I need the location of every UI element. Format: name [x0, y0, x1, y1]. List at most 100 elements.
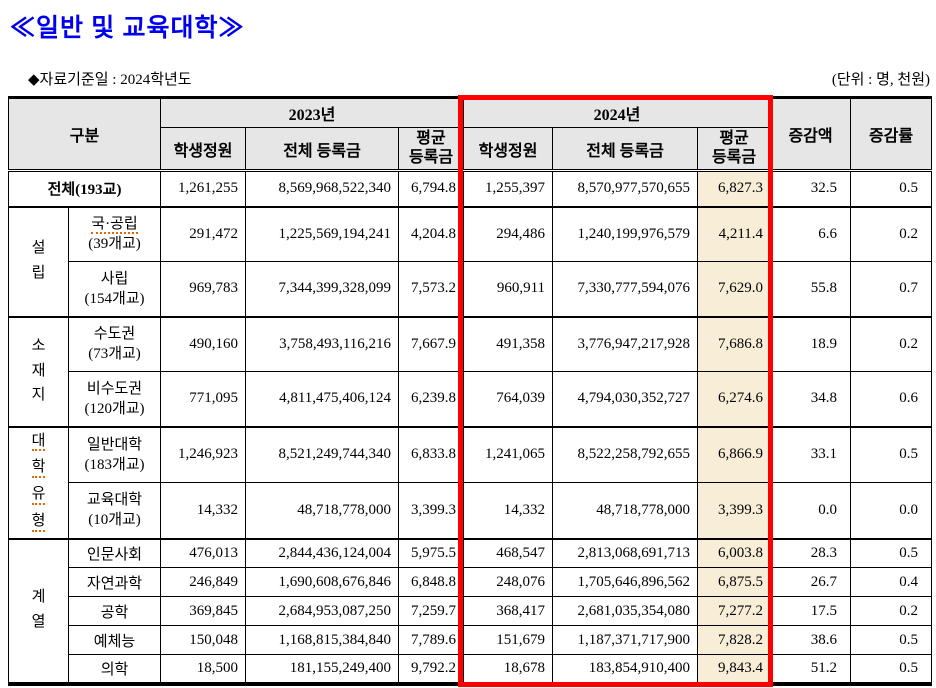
- unit-label: (단위 : 명, 천원): [831, 72, 930, 88]
- value-cell: 2,813,068,691,713: [552, 537, 699, 568]
- header-year-2024: 2024년: [463, 97, 772, 128]
- value-cell: 0.6: [850, 371, 933, 427]
- value-cell: 4,811,475,406,124: [245, 371, 400, 427]
- row-sublabel: (39개교): [88, 236, 141, 253]
- group-label-char: 소: [31, 337, 46, 354]
- value-cell: 14,332: [463, 482, 554, 539]
- data-row: 공학 369,845 2,684,953,087,250 7,259.7 368…: [9, 596, 933, 626]
- value-cell: 3,399.3: [398, 482, 465, 539]
- value-cell: 151,679: [463, 625, 554, 655]
- value-cell: 490,160: [160, 315, 247, 372]
- value-cell: 18,500: [160, 654, 247, 684]
- value-cell: 1,240,199,976,579: [552, 205, 699, 262]
- header-row-measures: 학생정원 전체 등록금 평균 등록금 학생정원 전체 등록금 평균 등록금: [9, 127, 932, 171]
- row-label: 자연과학: [86, 575, 143, 592]
- value-cell: 6,274.6: [697, 371, 772, 427]
- value-cell: 0.5: [850, 537, 933, 568]
- value-cell: 960,911: [463, 261, 554, 317]
- value-cell: 51.2: [770, 654, 852, 684]
- row-sublabel: (120개교): [84, 400, 145, 417]
- value-cell: 1,187,371,717,900: [552, 625, 699, 655]
- group-label-char: 재: [31, 362, 46, 379]
- value-cell: 0.5: [850, 169, 933, 207]
- value-cell: 17.5: [770, 596, 852, 626]
- value-cell: 6,239.8: [398, 371, 465, 427]
- header-year-2023: 2023년: [160, 97, 465, 128]
- value-cell: 8,522,258,792,655: [552, 425, 699, 483]
- value-cell: 7,277.2: [697, 596, 772, 626]
- value-cell: 248,076: [463, 567, 554, 597]
- value-cell: 1,255,397: [463, 169, 554, 207]
- header-student-quota-2024: 학생정원: [463, 127, 554, 171]
- value-cell: 6.6: [770, 205, 852, 262]
- value-cell: 8,570,977,570,655: [552, 169, 699, 207]
- value-cell: 468,547: [463, 537, 554, 568]
- value-cell: 7,344,399,328,099: [245, 261, 400, 317]
- group-label-char: 유: [31, 486, 46, 505]
- row-sublabel: (10개교): [88, 512, 141, 529]
- row-label: 사립: [100, 270, 129, 287]
- row-label-cell: 교육대학 (10개교): [67, 482, 162, 539]
- value-cell: 18.9: [770, 315, 852, 372]
- value-cell: 4,794,030,352,727: [552, 371, 699, 427]
- row-label: 국·공립: [91, 216, 138, 234]
- total-row-label: 전체(193교): [7, 169, 162, 207]
- value-cell: 3,776,947,217,928: [552, 315, 699, 372]
- value-cell: 1,246,923: [160, 425, 247, 483]
- row-label: 의학: [100, 661, 129, 678]
- value-cell: 291,472: [160, 205, 247, 262]
- value-cell: 55.8: [770, 261, 852, 317]
- value-cell: 3,758,493,116,216: [245, 315, 400, 372]
- row-label-cell: 자연과학: [67, 567, 162, 597]
- row-label-cell: 비수도권 (120개교): [67, 371, 162, 427]
- value-cell: 476,013: [160, 537, 247, 568]
- value-cell: 28.3: [770, 537, 852, 568]
- value-cell: 14,332: [160, 482, 247, 539]
- row-sublabel: (183개교): [84, 456, 145, 473]
- row-label: 교육대학: [86, 492, 143, 508]
- value-cell: 7,330,777,594,076: [552, 261, 699, 317]
- value-cell: 38.6: [770, 625, 852, 655]
- data-date-label: ◆자료기준일 : 2024학년도: [28, 72, 192, 88]
- group-label-char: 열: [31, 614, 46, 630]
- group-label-char: 계: [31, 589, 46, 606]
- row-label: 수도권: [93, 326, 136, 342]
- value-cell: 0.5: [850, 625, 933, 655]
- value-cell: 0.5: [850, 654, 933, 684]
- value-cell: 1,168,815,384,840: [245, 625, 400, 655]
- value-cell: 34.8: [770, 371, 852, 427]
- value-cell: 7,667.9: [398, 315, 465, 372]
- group-label-char: 설: [31, 240, 46, 257]
- value-cell: 2,684,953,087,250: [245, 596, 400, 626]
- value-cell: 764,039: [463, 371, 554, 427]
- value-cell: 6,827.3: [697, 169, 772, 207]
- value-cell: 491,358: [463, 315, 554, 372]
- tuition-table: 구분 2023년 2024년 증감액 증감률 학생정원 전체 등록금 평균 등록…: [7, 96, 933, 686]
- value-cell: 32.5: [770, 169, 852, 207]
- header-student-quota-2023: 학생정원: [160, 127, 247, 171]
- value-cell: 0.7: [850, 261, 933, 317]
- row-label: 인문사회: [86, 546, 143, 563]
- value-cell: 0.4: [850, 567, 933, 597]
- value-cell: 7,259.7: [398, 596, 465, 626]
- row-label-cell: 수도권 (73개교): [67, 315, 162, 372]
- row-sublabel: (73개교): [88, 346, 141, 363]
- header-avg-tuition-2023: 평균 등록금: [398, 127, 465, 171]
- value-cell: 7,629.0: [697, 261, 772, 317]
- value-cell: 2,681,035,354,080: [552, 596, 699, 626]
- data-row: 자연과학 246,849 1,690,608,676,846 6,848.8 2…: [9, 567, 933, 597]
- value-cell: 6,866.9: [697, 425, 772, 483]
- value-cell: 183,854,910,400: [552, 654, 699, 684]
- value-cell: 48,718,778,000: [552, 482, 699, 539]
- value-cell: 771,095: [160, 371, 247, 427]
- value-cell: 1,705,646,896,562: [552, 567, 699, 597]
- group-label-char: 대: [31, 433, 46, 452]
- value-cell: 2,844,436,124,004: [245, 537, 400, 568]
- value-cell: 3,399.3: [697, 482, 772, 539]
